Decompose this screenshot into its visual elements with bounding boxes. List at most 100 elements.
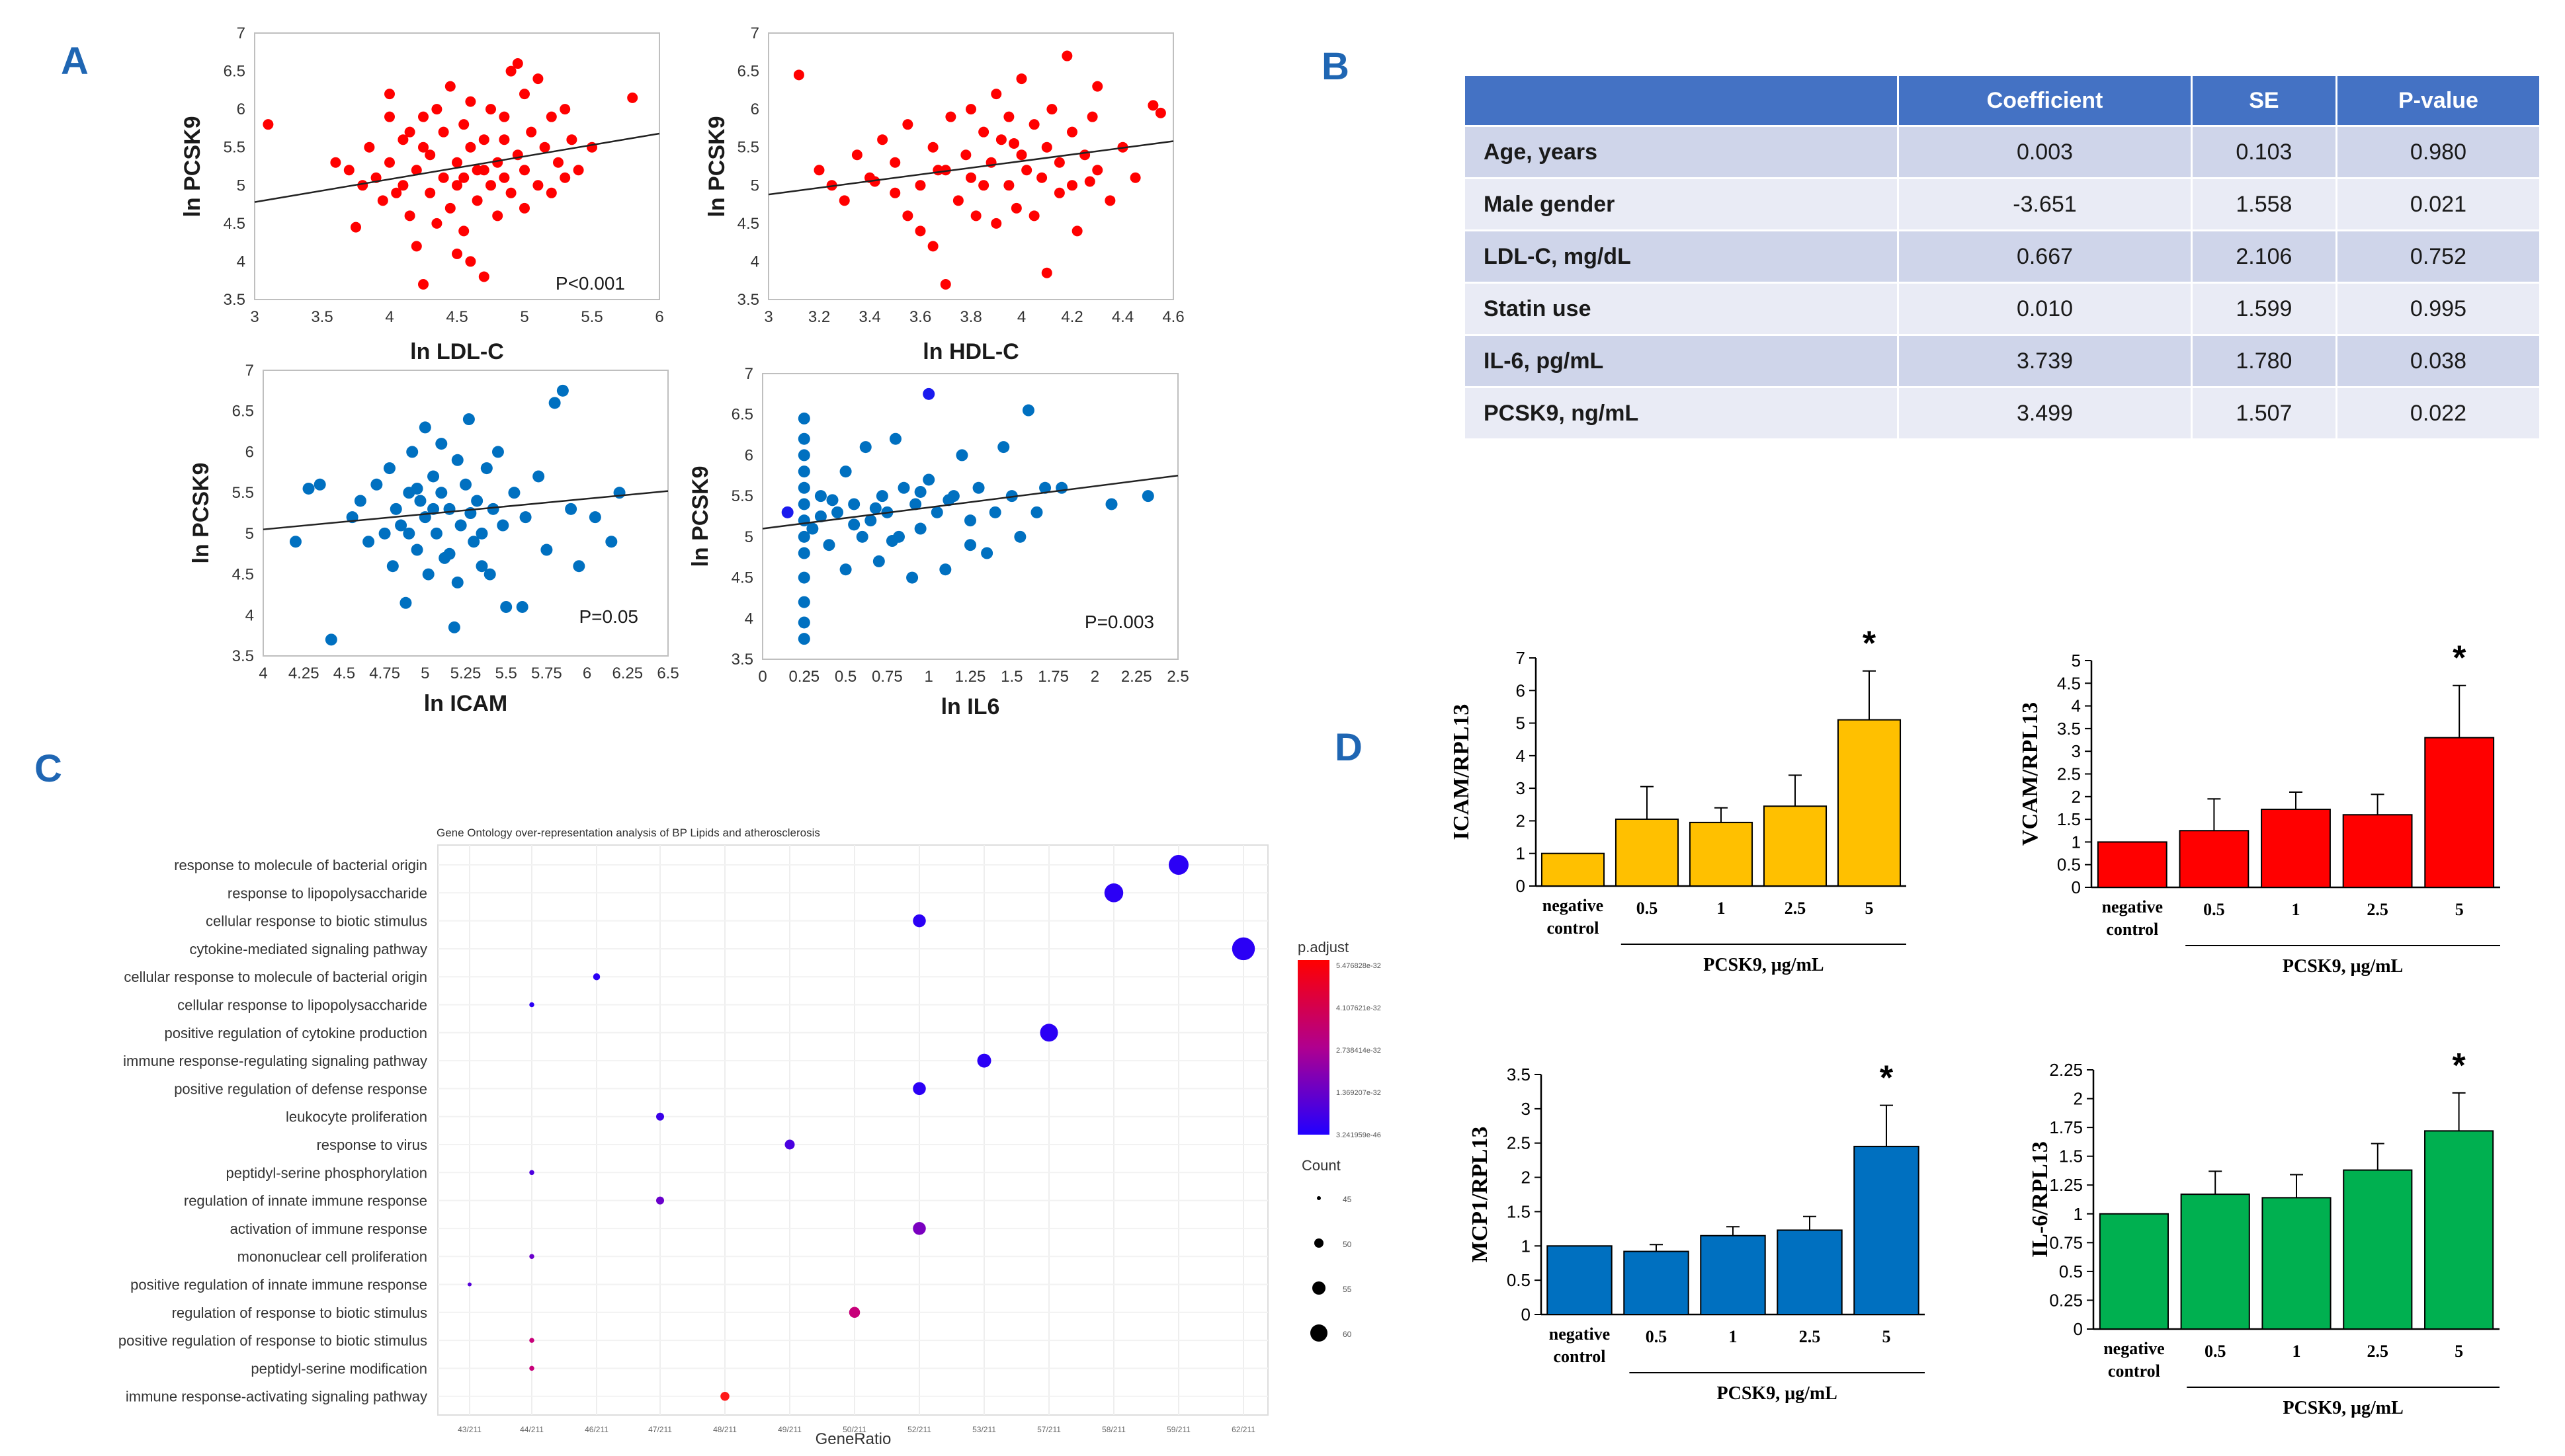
table-row: PCSK9, ng/mL 3.499 1.507 0.022 (1465, 388, 2539, 438)
data-point (386, 560, 399, 573)
data-point (435, 487, 448, 499)
data-point (1029, 210, 1040, 222)
legend-size-dot (1317, 1196, 1321, 1200)
data-point (314, 478, 326, 491)
table-cell: Statin use (1465, 284, 1898, 334)
term-label: cytokine-mediated signaling pathway (189, 941, 427, 957)
data-point (970, 210, 982, 222)
data-point (478, 271, 489, 282)
data-point (378, 527, 391, 540)
data-point (890, 157, 901, 168)
data-point (418, 142, 429, 153)
table-header-cell: P-value (2337, 76, 2539, 125)
data-point (839, 465, 852, 478)
legend-size-dot (1312, 1281, 1325, 1295)
data-point (546, 187, 557, 198)
data-point (997, 441, 1010, 454)
data-point (411, 241, 422, 252)
data-point (443, 503, 456, 515)
legend-size-value: 55 (1343, 1285, 1352, 1294)
x-axis-title: GeneRatio (816, 1430, 892, 1448)
table-cell: 0.010 (1899, 284, 2191, 334)
data-point (1036, 172, 1048, 183)
data-point (425, 149, 436, 161)
data-point (425, 187, 436, 198)
x-tick-label: 3.8 (960, 308, 982, 326)
data-point (357, 180, 368, 191)
data-point (964, 514, 976, 527)
data-point (532, 470, 545, 483)
data-point (798, 412, 810, 425)
y-axis-title: ICAM/RPL13 (1449, 704, 1474, 840)
y-tick-label: 5 (237, 177, 245, 194)
table-cell: IL-6, pg/mL (1465, 336, 1898, 386)
data-point (540, 544, 553, 556)
y-tick-label: 6 (245, 443, 254, 461)
y-tick-label: 7 (751, 24, 759, 42)
data-point (869, 176, 880, 187)
y-tick-label: 0 (2074, 1319, 2083, 1339)
term-label: positive regulation of response to bioti… (118, 1332, 427, 1349)
data-point (1054, 187, 1065, 198)
bar (1837, 719, 1902, 887)
data-point (960, 149, 972, 161)
data-point (444, 202, 456, 214)
significance-marker: * (1863, 625, 1876, 663)
legend-size-dot (1310, 1324, 1327, 1342)
data-point (499, 111, 510, 122)
y-tick-label: 5 (1516, 713, 1525, 733)
data-point (485, 180, 496, 191)
term-label: response to virus (316, 1137, 427, 1153)
p-value-annotation: P<0.001 (556, 273, 625, 294)
data-point (404, 126, 415, 138)
table-cell: 3.499 (1899, 388, 2191, 438)
data-point (914, 485, 927, 498)
x-tick-label: 6 (655, 308, 663, 326)
y-tick-label: 6.5 (732, 406, 753, 424)
x-tick-label: 5 (1882, 1327, 1891, 1346)
y-tick-label: 6 (751, 101, 759, 118)
x-tick-label: 58/211 (1102, 1425, 1126, 1434)
data-point (403, 527, 415, 540)
data-point (526, 126, 537, 138)
y-tick-label: 0 (1516, 876, 1525, 896)
x-axis-title: PCSK9, μg/mL (1717, 1383, 1837, 1404)
y-tick-label: 6 (237, 101, 245, 118)
bar (2343, 1169, 2413, 1330)
data-point (548, 397, 561, 409)
data-point (939, 563, 952, 576)
y-tick-label: 3.5 (732, 651, 753, 668)
table-cell: 0.980 (2337, 127, 2539, 177)
x-axis-title: ln HDL-C (923, 339, 1019, 364)
data-point (886, 535, 898, 547)
bar (1546, 1245, 1613, 1316)
x-axis-title: ln LDL-C (410, 339, 504, 364)
scatter-plot-a4: 0 0.25 0.5 0.75 1 1.25 1.5 1.75 2 2.25 2.5 3.5 4 4.5 5… (688, 365, 1189, 719)
data-point (927, 241, 939, 252)
data-point (933, 165, 944, 176)
data-point (823, 539, 835, 551)
x-tick-label: 49/211 (778, 1425, 802, 1434)
data-point (325, 633, 337, 646)
data-point (454, 519, 467, 532)
x-tick-label: 2.5 (1167, 668, 1189, 686)
panel-c-label: C (34, 747, 62, 790)
regression-table: Coefficient SE P-value Age, years 0.003 … (1463, 74, 2541, 440)
y-axis-title: VCAM/RPL13 (2018, 702, 2042, 846)
y-tick-label: 1 (2074, 1204, 2083, 1224)
table-row: IL-6, pg/mL 3.739 1.780 0.038 (1465, 336, 2539, 386)
bar (1689, 821, 1753, 887)
data-point (814, 510, 827, 522)
y-tick-label: 2.5 (2057, 764, 2081, 784)
data-point (915, 225, 926, 237)
gene-ratio-point (529, 1365, 534, 1371)
x-tick-label: 5 (1865, 899, 1874, 918)
x-tick-label: 0.5 (2205, 1342, 2226, 1361)
table-cell: 0.667 (1899, 231, 2191, 282)
data-point (487, 503, 499, 515)
data-point (384, 157, 395, 168)
data-point (546, 111, 557, 122)
y-tick-label: 0.5 (2059, 1262, 2083, 1281)
data-point (923, 387, 935, 400)
data-point (826, 494, 839, 506)
